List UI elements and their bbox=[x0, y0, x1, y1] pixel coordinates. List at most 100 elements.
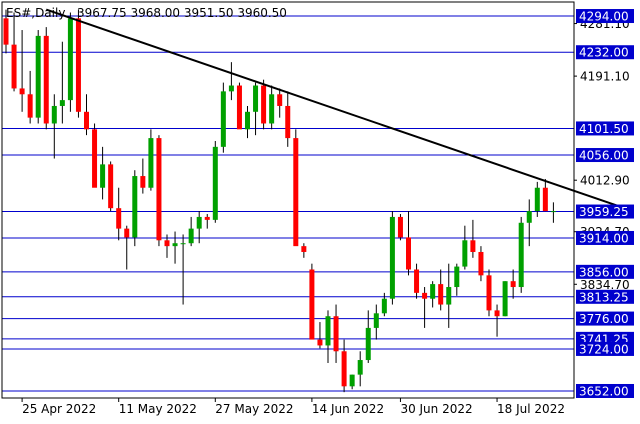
level-label-box bbox=[576, 148, 634, 163]
level-label: 3813.25 bbox=[579, 290, 629, 304]
candle-down bbox=[494, 310, 500, 317]
candle-down bbox=[156, 138, 162, 241]
candle-down bbox=[422, 292, 428, 299]
candle-up bbox=[212, 146, 218, 220]
x-tick-label: 27 May 2022 bbox=[215, 402, 293, 416]
level-label: 3914.00 bbox=[579, 231, 629, 245]
candle-up bbox=[349, 374, 355, 387]
candle-up bbox=[196, 216, 202, 229]
level-label: 4294.00 bbox=[579, 10, 629, 24]
candle-up bbox=[550, 211, 556, 213]
candle-down bbox=[309, 269, 315, 340]
candle-up bbox=[253, 85, 259, 112]
candle-up bbox=[325, 316, 331, 346]
x-tick-label: 30 Jun 2022 bbox=[400, 402, 472, 416]
candle-up bbox=[59, 100, 65, 106]
candle-up bbox=[430, 284, 436, 299]
level-label-box bbox=[576, 9, 634, 24]
candle-up bbox=[373, 313, 379, 328]
level-label: 3959.25 bbox=[579, 205, 629, 219]
candle-down bbox=[301, 246, 307, 252]
candle-up bbox=[228, 85, 234, 92]
candle-down bbox=[293, 138, 299, 247]
y-tick-label: 4191.10 bbox=[580, 70, 630, 84]
candle-up bbox=[180, 243, 186, 245]
x-tick-label: 18 Jul 2022 bbox=[497, 402, 565, 416]
candle-down bbox=[164, 240, 170, 247]
candle-up bbox=[518, 222, 524, 288]
candle-down bbox=[140, 176, 146, 188]
candle-down bbox=[406, 237, 411, 270]
x-tick-label: 11 May 2022 bbox=[119, 402, 197, 416]
level-label-box bbox=[576, 289, 634, 304]
x-axis: 25 Apr 2022 11 May 2022 27 May 2022 14 Jun … bbox=[21, 398, 565, 416]
candle-up bbox=[389, 216, 395, 299]
candle-up bbox=[132, 176, 138, 238]
candle-up bbox=[172, 243, 178, 247]
candle-down bbox=[333, 316, 339, 352]
level-label-box bbox=[576, 383, 634, 398]
level-label: 4232.00 bbox=[579, 46, 629, 60]
candle-down bbox=[285, 105, 291, 139]
level-label-box bbox=[576, 311, 634, 326]
candle-up bbox=[269, 94, 275, 124]
trendline-layer bbox=[45, 8, 619, 207]
candle-down bbox=[204, 216, 210, 220]
level-label-box bbox=[576, 45, 634, 60]
candle-down bbox=[277, 94, 283, 106]
candle-up bbox=[35, 35, 41, 118]
candle-down bbox=[116, 208, 122, 229]
level-label: 3776.00 bbox=[579, 312, 629, 326]
candle-up bbox=[446, 287, 452, 305]
candle-down bbox=[84, 111, 89, 130]
candle-down bbox=[414, 269, 420, 293]
level-label: 3856.00 bbox=[579, 265, 629, 279]
candle-down bbox=[27, 94, 33, 118]
candle-up bbox=[357, 360, 363, 375]
candle-down bbox=[261, 85, 267, 124]
candle-down bbox=[43, 35, 49, 124]
candle-up bbox=[454, 266, 460, 288]
plot-frame bbox=[1, 1, 575, 399]
candle-up bbox=[462, 240, 468, 267]
level-label-box bbox=[576, 204, 634, 219]
candle-up bbox=[148, 138, 154, 188]
candle-down bbox=[236, 85, 242, 130]
candle-down bbox=[124, 228, 130, 238]
level-label: 3652.00 bbox=[579, 384, 629, 398]
x-tick-label: 14 Jun 2022 bbox=[312, 402, 384, 416]
level-label-box bbox=[576, 230, 634, 245]
candle-down bbox=[19, 88, 25, 95]
candle-down bbox=[542, 187, 548, 212]
level-label-box bbox=[576, 121, 634, 136]
candle-up bbox=[526, 211, 532, 223]
candle-up bbox=[67, 18, 73, 101]
level-price-labels: 4294.00 4232.00 4101.50 4056.00 3959.25 3914.… bbox=[576, 9, 634, 398]
level-label-box bbox=[576, 341, 634, 356]
candle-down bbox=[341, 351, 347, 387]
candle-up bbox=[245, 111, 250, 130]
candle-down bbox=[75, 18, 81, 112]
level-label-box bbox=[576, 264, 634, 279]
candle-down bbox=[3, 18, 9, 45]
candle-up bbox=[381, 298, 387, 314]
symbol-label: ES#,Daily bbox=[6, 6, 65, 20]
candle-down bbox=[317, 339, 323, 346]
candle-up bbox=[51, 105, 57, 124]
candle-up bbox=[220, 91, 226, 147]
level-label: 4101.50 bbox=[579, 122, 629, 136]
ohlc-readout: 3967.75 3968.00 3951.50 3960.50 bbox=[77, 6, 287, 20]
candle-down bbox=[11, 44, 17, 89]
candle-down bbox=[438, 284, 444, 305]
candle-up bbox=[502, 281, 508, 317]
y-tick-label: 4012.90 bbox=[580, 174, 630, 188]
level-label: 3724.00 bbox=[579, 342, 629, 356]
candle-down bbox=[470, 240, 476, 252]
candle-down bbox=[510, 281, 516, 288]
candle-up bbox=[100, 164, 106, 188]
trendline bbox=[45, 8, 619, 207]
y-tick-label: 3834.70 bbox=[580, 278, 630, 292]
